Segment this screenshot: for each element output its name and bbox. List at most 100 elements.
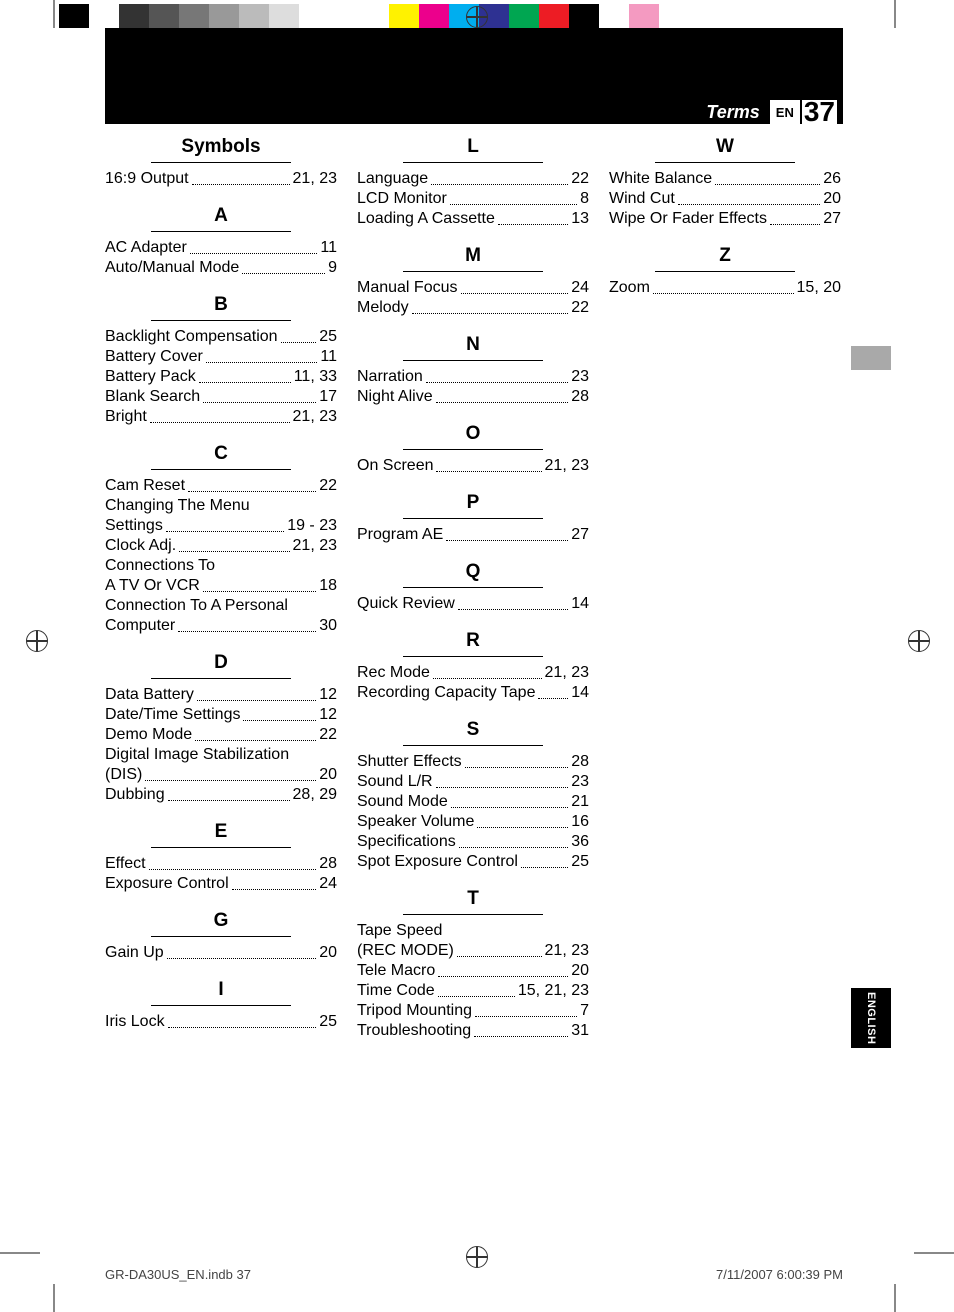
index-entry: Manual Focus24 (357, 278, 589, 298)
index-entry-term: Computer (105, 616, 175, 636)
side-tab-english: ENGLISH (851, 988, 891, 1048)
leader-dots (188, 491, 316, 492)
index-entry-term: Tripod Mounting (357, 1001, 472, 1021)
index-entry-term: Night Alive (357, 387, 433, 407)
leader-dots (770, 224, 820, 225)
index-entry-term: Clock Adj. (105, 536, 176, 556)
color-swatch (119, 4, 149, 28)
leader-dots (203, 591, 316, 592)
leader-dots (426, 382, 568, 383)
index-entry-page: 20 (319, 765, 337, 785)
index-entry-page: 24 (319, 874, 337, 894)
index-entry-term: LCD Monitor (357, 189, 447, 209)
index-section-heading: E (105, 819, 337, 847)
page-footer: GR-DA30US_EN.indb 37 7/11/2007 6:00:39 P… (105, 1267, 843, 1282)
leader-dots (436, 471, 541, 472)
crop-mark (53, 1284, 55, 1312)
index-entry: White Balance26 (609, 169, 841, 189)
index-entry-page: 12 (319, 705, 337, 725)
index-entry-page: 8 (580, 189, 589, 209)
index-column: Symbols16:9 Output21, 23AAC Adapter11Aut… (105, 134, 337, 1055)
color-swatch (179, 4, 209, 28)
index-entry-term: Date/Time Settings (105, 705, 240, 725)
footer-timestamp: 7/11/2007 6:00:39 PM (716, 1267, 843, 1282)
leader-dots (179, 551, 289, 552)
index-entry: Settings19 - 23 (105, 516, 337, 536)
index-section-heading: Q (357, 559, 589, 587)
registration-mark-icon (908, 630, 930, 652)
index-entry-page: 12 (319, 685, 337, 705)
heading-underline (357, 162, 589, 163)
leader-dots (203, 402, 316, 403)
index-entry: Cam Reset22 (105, 476, 337, 496)
index-entry-page: 21, 23 (545, 663, 589, 683)
leader-dots (192, 184, 290, 185)
index-entry-page: 31 (571, 1021, 589, 1041)
heading-underline (609, 271, 841, 272)
header-terms-label: Terms (706, 102, 759, 123)
index-entry: Battery Pack11, 33 (105, 367, 337, 387)
heading-underline (105, 162, 337, 163)
color-swatch (389, 4, 419, 28)
index-entry-page: 22 (319, 725, 337, 745)
index-entries: Backlight Compensation25Battery Cover11B… (105, 327, 337, 427)
index-entry: Rec Mode21, 23 (357, 663, 589, 683)
index-entry-term: Connection To A Personal (105, 596, 337, 616)
index-entry-term: Gain Up (105, 943, 164, 963)
index-entry-page: 28 (319, 854, 337, 874)
index-entry: Tele Macro20 (357, 961, 589, 981)
index-section-heading: R (357, 628, 589, 656)
crop-mark (53, 0, 55, 28)
color-swatch (509, 4, 539, 28)
index-entry: Backlight Compensation25 (105, 327, 337, 347)
page-header: Terms EN 37 (105, 100, 843, 124)
leader-dots (149, 869, 317, 870)
index-entry-page: 30 (319, 616, 337, 636)
index-entry-page: 21, 23 (545, 456, 589, 476)
index-content: Symbols16:9 Output21, 23AAC Adapter11Aut… (105, 134, 843, 1055)
index-column: WWhite Balance26Wind Cut20Wipe Or Fader … (609, 134, 841, 1055)
index-entry-term: Connections To (105, 556, 337, 576)
index-entry-term: Melody (357, 298, 409, 318)
index-entry-page: 13 (571, 209, 589, 229)
index-entry: Battery Cover11 (105, 347, 337, 367)
index-entry: Loading A Cassette 13 (357, 209, 589, 229)
leader-dots (458, 609, 568, 610)
crop-mark (894, 1284, 896, 1312)
index-section-heading: G (105, 908, 337, 936)
index-entry-term: Changing The Menu (105, 496, 337, 516)
index-entry-term: Tape Speed (357, 921, 589, 941)
leader-dots (438, 996, 515, 997)
crop-mark (914, 1252, 954, 1254)
color-swatch (659, 4, 699, 28)
leader-dots (433, 678, 542, 679)
heading-underline (357, 518, 589, 519)
index-entry: Specifications36 (357, 832, 589, 852)
index-section-heading: T (357, 886, 589, 914)
index-entry-page: 21 (571, 792, 589, 812)
index-entry: Language22 (357, 169, 589, 189)
index-entry: Recording Capacity Tape14 (357, 683, 589, 703)
index-entry-term: Wind Cut (609, 189, 675, 209)
leader-dots (431, 184, 568, 185)
index-section-heading: B (105, 292, 337, 320)
index-entry-page: 18 (319, 576, 337, 596)
index-entry-page: 27 (571, 525, 589, 545)
index-entry-term: AC Adapter (105, 238, 187, 258)
leader-dots (678, 204, 820, 205)
index-entry-page: 28 (571, 752, 589, 772)
leader-dots (451, 807, 568, 808)
index-entry-term: Speaker Volume (357, 812, 474, 832)
index-entry: Demo Mode22 (105, 725, 337, 745)
index-entry-term: Blank Search (105, 387, 200, 407)
index-entry-term: Loading A Cassette (357, 209, 495, 229)
color-swatch (89, 4, 119, 28)
index-entry-page: 26 (823, 169, 841, 189)
index-entry-term: Cam Reset (105, 476, 185, 496)
crop-mark (0, 1252, 40, 1254)
index-entry-term: Sound L/R (357, 772, 433, 792)
heading-underline (105, 678, 337, 679)
index-entry: Narration23 (357, 367, 589, 387)
index-entry-term: Manual Focus (357, 278, 458, 298)
index-entry-page: 21, 23 (293, 407, 337, 427)
